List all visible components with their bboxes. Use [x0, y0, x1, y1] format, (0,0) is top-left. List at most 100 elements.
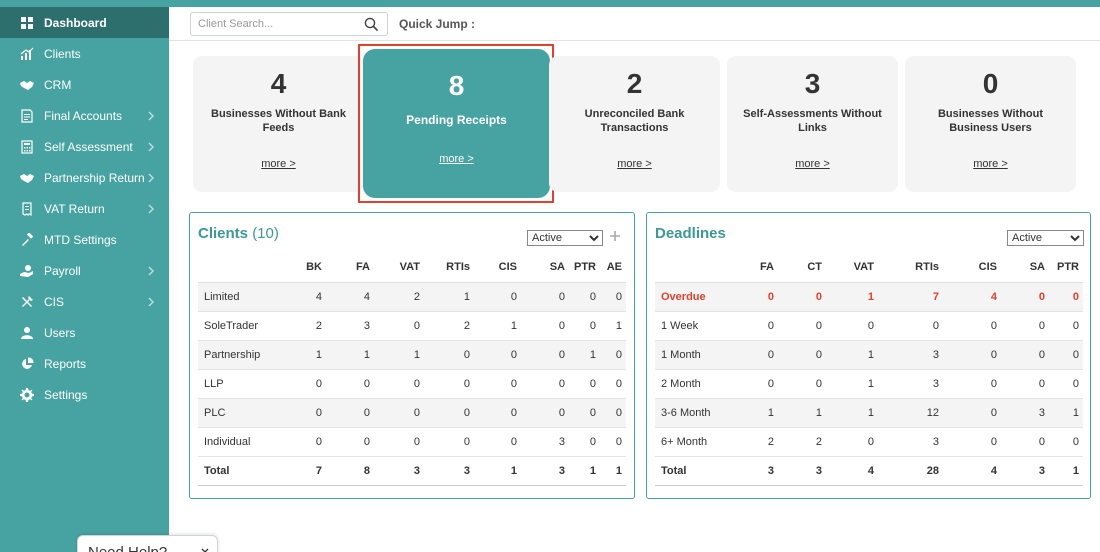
table-cell: 0: [778, 311, 826, 341]
table-cell: 0: [474, 398, 521, 428]
table-cell: Overdue: [655, 282, 747, 312]
table-cell: 1: [747, 398, 778, 428]
table-row: 3-6 Month 1 1 1 12 0 3 1: [655, 398, 1083, 428]
sidebar-item-partnership-return[interactable]: Partnership Return: [0, 162, 169, 193]
client-search: [190, 12, 388, 36]
stat-value: 4: [270, 68, 287, 99]
table-cell: 0: [943, 311, 1001, 341]
table-cell: 0: [1049, 311, 1083, 341]
more-link[interactable]: more >: [617, 158, 652, 170]
clients-count: (10): [252, 225, 279, 242]
table-cell: 0: [778, 282, 826, 312]
client-search-input[interactable]: [191, 13, 351, 35]
table-cell: 0: [569, 311, 600, 341]
sidebar-item-cis[interactable]: CIS: [0, 286, 169, 317]
table-total-row: Total 3 3 4 28 4 3 1: [655, 456, 1083, 486]
table-row: Partnership 1 1 1 0 0 0 1 0: [198, 340, 626, 370]
calculator-icon: [18, 139, 36, 154]
table-cell: 0: [943, 398, 1001, 428]
deadlines-status-select[interactable]: Active: [1007, 230, 1084, 246]
sidebar-item-label: Payroll: [44, 263, 81, 278]
sidebar-item-label: Reports: [44, 356, 87, 371]
sidebar-item-dashboard[interactable]: Dashboard: [0, 7, 169, 38]
stat-label: Unreconciled Bank Transactions: [584, 108, 685, 134]
table-cell: 1: [826, 282, 878, 312]
clients-status-select[interactable]: Active: [527, 230, 603, 246]
stat-card-pending-receipts: 8 Pending Receipts more >: [363, 49, 550, 198]
table-header-row: FA CT VAT RTIs CIS SA PTR: [655, 253, 1083, 283]
chevron-right-icon: [147, 110, 155, 121]
clients-title: Clients: [198, 225, 249, 242]
table-cell: Individual: [198, 427, 288, 457]
stat-label: Self-Assessments Without Links: [743, 108, 882, 134]
table-cell: 7: [878, 282, 943, 312]
table-cell: 1: [600, 456, 626, 486]
table-cell: 0: [521, 282, 569, 312]
sidebar-item-reports[interactable]: Reports: [0, 348, 169, 379]
sidebar-item-vat-return[interactable]: VAT Return: [0, 193, 169, 224]
table-cell: 0: [943, 427, 1001, 457]
table-cell: 1 Month: [655, 340, 747, 370]
table-cell: PLC: [198, 398, 288, 428]
sidebar-item-label: CIS: [44, 294, 65, 309]
table-cell: 1: [826, 369, 878, 399]
table-row: SoleTrader 2 3 0 2 1 0 0 1: [198, 311, 626, 341]
table-cell: 0: [778, 340, 826, 370]
more-link[interactable]: more >: [439, 153, 474, 165]
table-cell: 0: [1049, 427, 1083, 457]
table-cell: 0: [600, 369, 626, 399]
table-cell: 1: [778, 398, 826, 428]
table-cell: 0: [747, 282, 778, 312]
table-cell: 1: [288, 340, 326, 370]
clients-panel: Clients (10) Active BK FA VAT RTIs CIS SA PTR A…: [189, 212, 635, 499]
stat-value: 2: [626, 68, 643, 99]
more-link[interactable]: more >: [973, 158, 1008, 170]
table-row: Overdue 0 0 1 7 4 0 0: [655, 282, 1083, 312]
more-link[interactable]: more >: [795, 158, 830, 170]
table-row: Individual 0 0 0 0 0 3 0 0: [198, 427, 626, 457]
table-cell: 0: [474, 427, 521, 457]
document-icon: [18, 108, 36, 123]
sidebar-item-settings[interactable]: Settings: [0, 379, 169, 410]
stat-card-business-users: 0 Businesses Without Business Users more…: [905, 56, 1076, 192]
table-cell: 1: [826, 398, 878, 428]
gear-gavel-icon: [18, 232, 36, 247]
sidebar: Dashboard Clients CRM Final Accounts Sel…: [0, 0, 169, 552]
sidebar-item-users[interactable]: Users: [0, 317, 169, 348]
sidebar-item-crm[interactable]: CRM: [0, 69, 169, 100]
search-icon[interactable]: [364, 17, 379, 32]
table-cell: 0: [569, 369, 600, 399]
table-cell: 4: [943, 282, 1001, 312]
table-cell: 3: [521, 456, 569, 486]
more-link[interactable]: more >: [261, 158, 296, 170]
sidebar-item-payroll[interactable]: Payroll: [0, 255, 169, 286]
stat-card-self-assessments: 3 Self-Assessments Without Links more >: [727, 56, 898, 192]
sidebar-item-label: Dashboard: [44, 15, 107, 30]
chart-icon: [18, 47, 36, 61]
table-cell: 1: [569, 340, 600, 370]
column-header: RTIs: [878, 253, 943, 283]
table-cell: 0: [474, 369, 521, 399]
need-help-tab[interactable]: Need Help?: [77, 535, 218, 552]
table-cell: 8: [326, 456, 374, 486]
table-cell: 0: [600, 427, 626, 457]
table-cell: 0: [288, 369, 326, 399]
chevron-right-icon: [147, 265, 155, 276]
table-header-row: BK FA VAT RTIs CIS SA PTR AE: [198, 253, 626, 283]
table-row: Limited 4 4 2 1 0 0 0 0: [198, 282, 626, 312]
sidebar-item-mtd-settings[interactable]: MTD Settings: [0, 224, 169, 255]
deadlines-table: FA CT VAT RTIs CIS SA PTR Overdue 0 0 1 7 4 0 0 1 Week 0…: [655, 253, 1083, 486]
sidebar-item-clients[interactable]: Clients: [0, 38, 169, 69]
table-cell: 6+ Month: [655, 427, 747, 457]
stat-label: Businesses Without Business Users: [937, 108, 1044, 134]
sidebar-item-final-accounts[interactable]: Final Accounts: [0, 100, 169, 131]
table-cell: 0: [326, 427, 374, 457]
plus-icon[interactable]: [608, 229, 622, 243]
table-row: 2 Month 0 0 1 3 0 0 0: [655, 369, 1083, 399]
sidebar-item-self-assessment[interactable]: Self Assessment: [0, 131, 169, 162]
table-cell: 3: [778, 456, 826, 486]
column-header: CIS: [474, 253, 521, 283]
table-cell: 1: [826, 340, 878, 370]
need-help-label: Need Help?: [88, 544, 167, 552]
table-cell: 1: [374, 340, 424, 370]
